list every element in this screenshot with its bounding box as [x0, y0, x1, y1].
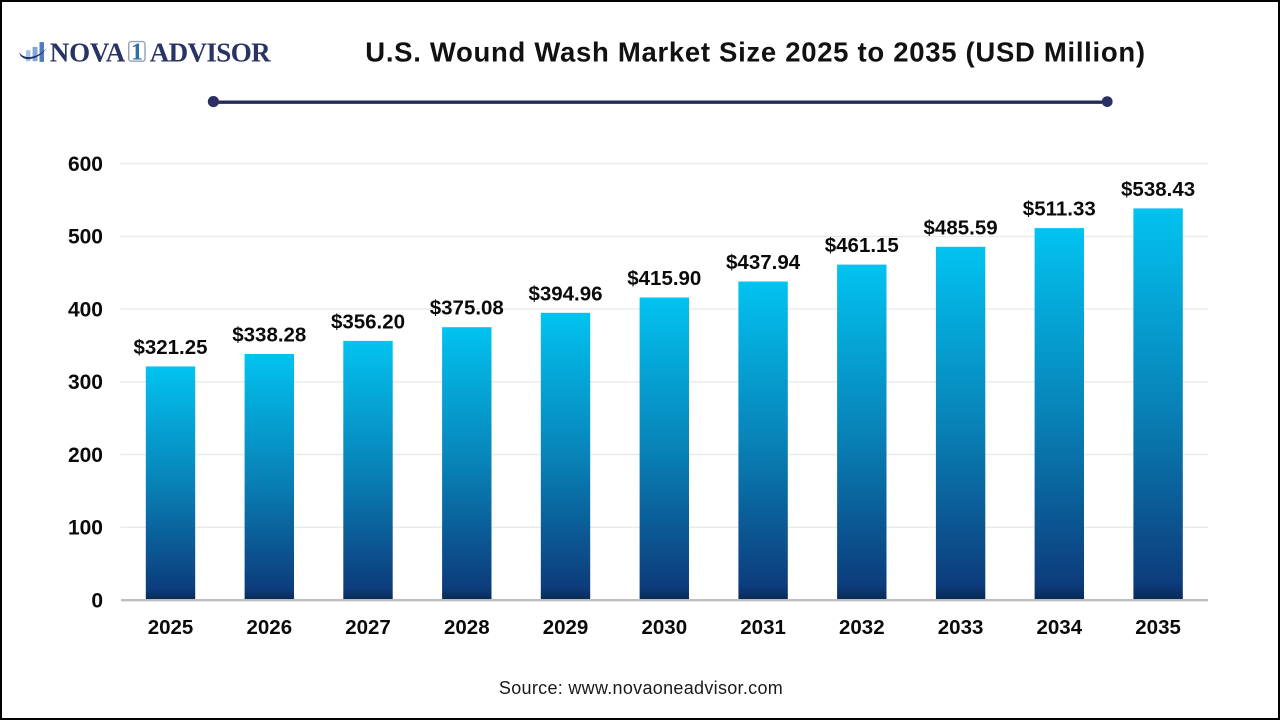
svg-text:$538.43: $538.43 — [1121, 178, 1195, 201]
svg-text:400: 400 — [68, 298, 103, 321]
svg-text:2034: 2034 — [1036, 616, 1082, 639]
svg-text:2028: 2028 — [444, 616, 490, 639]
svg-text:Source: www.novaoneadvisor.com: Source: www.novaoneadvisor.com — [499, 678, 783, 698]
svg-text:$321.25: $321.25 — [133, 336, 207, 359]
svg-text:$461.15: $461.15 — [825, 234, 899, 257]
svg-text:2029: 2029 — [543, 616, 589, 639]
svg-text:2030: 2030 — [641, 616, 687, 639]
svg-text:$338.28: $338.28 — [232, 324, 306, 347]
svg-text:$394.96: $394.96 — [528, 282, 602, 305]
svg-text:200: 200 — [68, 444, 103, 467]
svg-text:600: 600 — [68, 153, 103, 176]
svg-text:2025: 2025 — [148, 616, 194, 639]
svg-text:ADVISOR: ADVISOR — [150, 37, 271, 67]
svg-text:$511.33: $511.33 — [1023, 198, 1096, 221]
svg-text:$485.59: $485.59 — [924, 216, 998, 239]
svg-text:NOVA: NOVA — [50, 37, 126, 67]
svg-text:2026: 2026 — [246, 616, 292, 639]
svg-text:U.S. Wound Wash Market Size 20: U.S. Wound Wash Market Size 2025 to 2035… — [365, 37, 1145, 68]
svg-text:1: 1 — [131, 39, 143, 65]
svg-text:300: 300 — [68, 371, 103, 394]
svg-text:2027: 2027 — [345, 616, 391, 639]
svg-text:0: 0 — [91, 589, 103, 612]
svg-text:500: 500 — [68, 226, 103, 249]
svg-text:$415.90: $415.90 — [627, 267, 701, 290]
svg-text:$356.20: $356.20 — [331, 310, 405, 333]
svg-text:100: 100 — [68, 517, 103, 540]
svg-text:$375.08: $375.08 — [430, 297, 504, 320]
svg-text:2033: 2033 — [938, 616, 984, 639]
svg-text:2035: 2035 — [1135, 616, 1181, 639]
svg-text:2031: 2031 — [740, 616, 786, 639]
svg-text:2032: 2032 — [839, 616, 885, 639]
svg-text:$437.94: $437.94 — [726, 251, 801, 274]
